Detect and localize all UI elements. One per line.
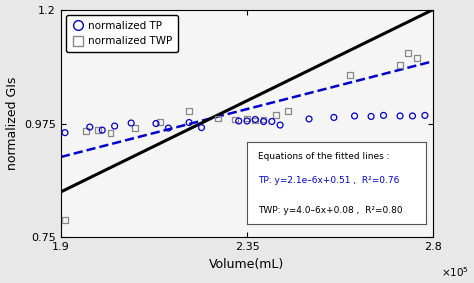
Point: [128, 121, 135, 125]
Point: [198, 125, 205, 130]
Point: [330, 115, 337, 120]
Point: [272, 113, 280, 117]
Point: [156, 120, 164, 124]
Point: [152, 121, 160, 126]
Point: [260, 119, 267, 124]
Point: [111, 124, 118, 128]
X-axis label: Volume(mL): Volume(mL): [210, 258, 284, 271]
Text: $\times10^5$: $\times10^5$: [441, 265, 468, 279]
Point: [396, 63, 404, 68]
Point: [185, 109, 193, 113]
Point: [185, 120, 193, 125]
Point: [413, 55, 420, 60]
Point: [252, 118, 259, 123]
Point: [252, 117, 259, 122]
Point: [99, 128, 106, 132]
Point: [421, 113, 428, 118]
Point: [346, 73, 354, 78]
Point: [284, 109, 292, 113]
Point: [276, 123, 284, 127]
Point: [367, 114, 375, 119]
Point: [61, 218, 69, 222]
Point: [61, 130, 69, 135]
Point: [260, 117, 267, 122]
Point: [214, 116, 222, 121]
Point: [396, 114, 404, 118]
Point: [243, 116, 251, 121]
Legend: normalized TP, normalized TWP: normalized TP, normalized TWP: [66, 15, 178, 52]
Point: [131, 126, 139, 130]
Point: [380, 113, 387, 118]
Point: [305, 117, 313, 121]
Point: [107, 130, 114, 135]
Point: [409, 114, 416, 118]
Point: [351, 114, 358, 118]
Point: [268, 119, 275, 124]
Point: [235, 119, 243, 123]
Point: [404, 50, 412, 55]
Y-axis label: normalized GIs: normalized GIs: [6, 77, 18, 170]
Point: [231, 117, 238, 122]
Point: [86, 125, 93, 129]
Point: [94, 127, 102, 132]
Point: [243, 119, 251, 123]
Point: [82, 129, 90, 133]
Point: [164, 126, 172, 130]
